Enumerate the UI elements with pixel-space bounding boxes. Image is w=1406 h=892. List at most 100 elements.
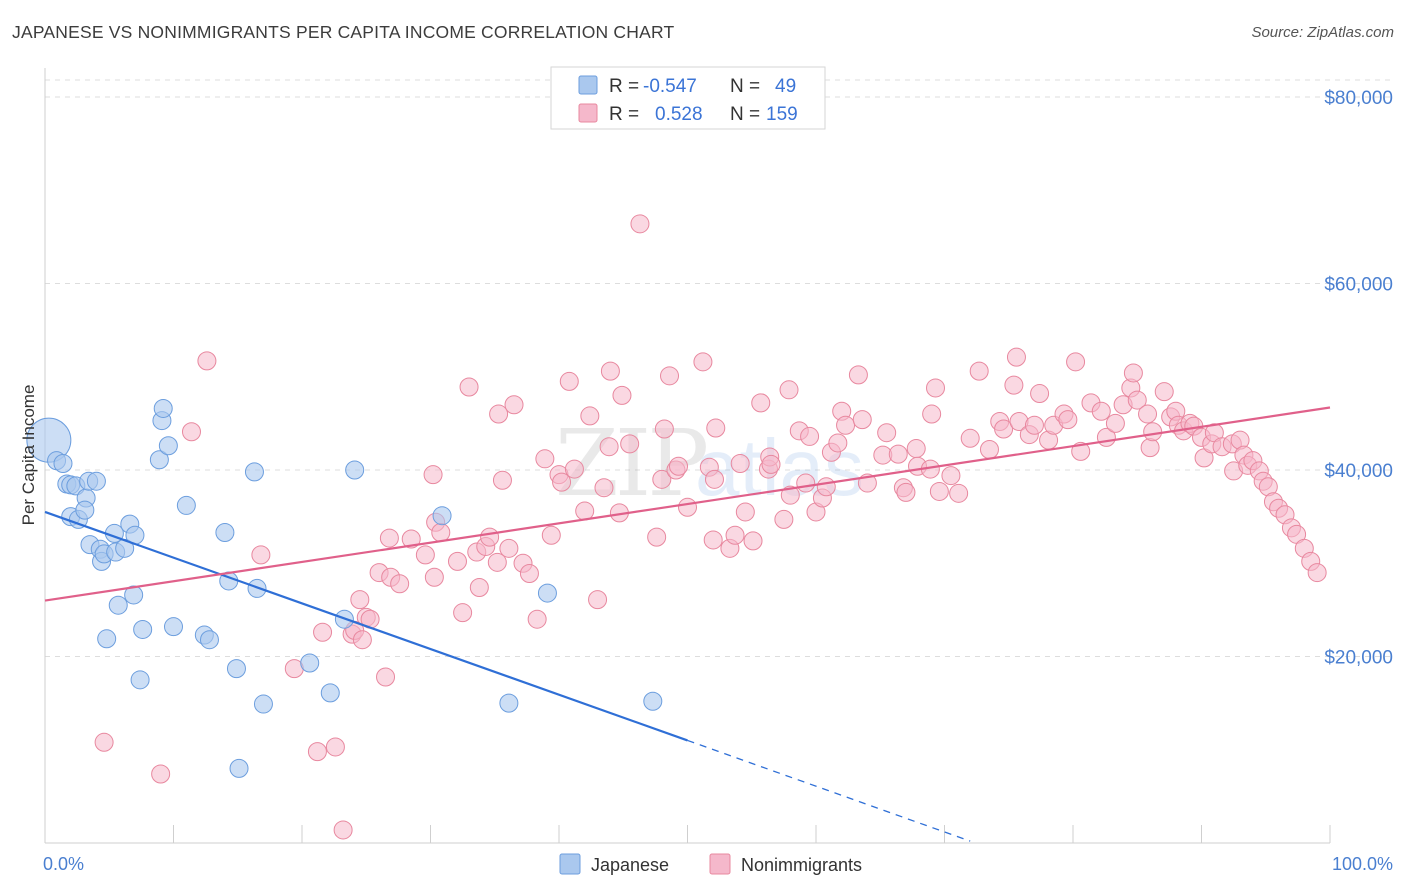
- bottom-legend-swatch-japanese: [559, 853, 581, 875]
- tick-labels: $20,000 $40,000 $60,000 $80,000 0.0% 100.0%: [43, 88, 1393, 874]
- point-nonimmigrants-34: [487, 552, 507, 572]
- point-nonimmigrants-2: [181, 422, 201, 442]
- point-nonimmigrants-35: [489, 404, 509, 424]
- point-nonimmigrants-14: [352, 630, 372, 650]
- point-nonimmigrants-68: [706, 418, 726, 438]
- point-nonimmigrants-90: [836, 415, 856, 435]
- point-nonimmigrants-51: [594, 478, 614, 498]
- point-nonimmigrants-28: [453, 603, 473, 623]
- point-nonimmigrants-98: [896, 482, 916, 502]
- point-japanese-47: [643, 691, 663, 711]
- point-japanese-30: [164, 617, 183, 637]
- point-nonimmigrants-71: [730, 453, 750, 473]
- point-nonimmigrants-92: [852, 410, 872, 430]
- point-japanese-36: [226, 659, 246, 679]
- source-attribution: Source: ZipAtlas.com: [1251, 24, 1394, 41]
- point-nonimmigrants-134: [1154, 382, 1174, 402]
- bottom-legend-label-nonimmigrants: Nonimmigrants: [741, 855, 862, 875]
- x-tick-label-0: 0.0%: [43, 854, 84, 874]
- point-nonimmigrants-163: [1006, 347, 1026, 367]
- point-japanese-34: [215, 522, 235, 542]
- point-nonimmigrants-43: [541, 525, 561, 545]
- point-japanese-48: [345, 460, 365, 480]
- point-nonimmigrants-64: [678, 497, 697, 517]
- point-nonimmigrants-26: [431, 522, 451, 542]
- point-nonimmigrants-120: [1058, 410, 1078, 430]
- point-nonimmigrants-63: [669, 456, 689, 476]
- legend-nonimm-n-label: N =: [730, 104, 760, 125]
- point-nonimmigrants-115: [1024, 415, 1044, 435]
- point-nonimmigrants-67: [704, 469, 724, 489]
- point-nonimmigrants-18: [379, 528, 399, 548]
- point-nonimmigrants-49: [580, 406, 600, 426]
- legend-swatch-nonimmigrants: [578, 103, 598, 123]
- point-nonimmigrants-40: [519, 564, 539, 584]
- point-nonimmigrants-23: [423, 465, 443, 485]
- point-nonimmigrants-52: [599, 437, 619, 457]
- point-japanese-22: [108, 595, 128, 615]
- legend-nonimm-n-value: 159: [766, 104, 798, 125]
- point-nonimmigrants-107: [960, 428, 980, 448]
- point-japanese-46: [537, 583, 557, 603]
- point-nonimmigrants-106: [949, 483, 969, 503]
- y-tick-label-3: $80,000: [1324, 88, 1393, 109]
- point-nonimmigrants-55: [612, 385, 632, 405]
- bottom-legend-label-japanese: Japanese: [591, 855, 669, 875]
- point-nonimmigrants-130: [1127, 390, 1147, 410]
- point-japanese-37: [229, 758, 249, 778]
- point-nonimmigrants-29: [459, 377, 479, 397]
- point-japanese-21: [97, 629, 117, 649]
- point-japanese-33: [199, 630, 219, 650]
- series-nonimmigrants: [94, 214, 1327, 840]
- point-nonimmigrants-20: [390, 574, 410, 594]
- point-nonimmigrants-91: [848, 365, 868, 385]
- point-nonimmigrants-53: [600, 361, 620, 381]
- point-nonimmigrants-47: [564, 459, 584, 479]
- point-nonimmigrants-164: [703, 530, 723, 550]
- point-nonimmigrants-74: [751, 393, 771, 413]
- point-nonimmigrants-59: [652, 469, 672, 489]
- point-japanese-24: [133, 619, 153, 639]
- point-japanese-40: [253, 694, 273, 714]
- legend-japanese-r-value: -0.547: [643, 76, 697, 97]
- point-japanese-38: [244, 462, 264, 482]
- point-japanese-25: [130, 670, 150, 690]
- point-nonimmigrants-99: [906, 439, 926, 459]
- point-japanese-28: [153, 398, 173, 418]
- point-nonimmigrants-122: [1071, 441, 1091, 461]
- point-japanese-45: [499, 693, 519, 713]
- point-nonimmigrants-65: [693, 352, 713, 372]
- point-japanese-31: [176, 495, 196, 515]
- point-nonimmigrants-86: [816, 477, 836, 497]
- point-nonimmigrants-48: [575, 501, 595, 521]
- point-nonimmigrants-0: [94, 732, 114, 752]
- point-nonimmigrants-133: [1143, 422, 1163, 442]
- chart-title: JAPANESE VS NONIMMIGRANTS PER CAPITA INC…: [12, 22, 675, 42]
- point-japanese-23: [124, 585, 144, 605]
- point-nonimmigrants-83: [800, 426, 820, 446]
- point-nonimmigrants-131: [1138, 404, 1158, 424]
- point-nonimmigrants-46: [559, 371, 579, 391]
- point-nonimmigrants-70: [725, 525, 745, 545]
- legend-swatch-japanese: [578, 75, 598, 95]
- trendlines: [44, 406, 1331, 842]
- stats-legend: R = -0.547 N = 49 R = 0.528 N = 159: [550, 66, 826, 130]
- point-nonimmigrants-105: [941, 466, 961, 486]
- y-tick-label-1: $40,000: [1324, 461, 1393, 482]
- point-nonimmigrants-58: [647, 527, 667, 547]
- point-nonimmigrants-42: [535, 449, 555, 469]
- point-nonimmigrants-102: [922, 404, 942, 424]
- point-nonimmigrants-45: [552, 472, 572, 492]
- point-nonimmigrants-41: [527, 609, 547, 629]
- point-nonimmigrants-73: [743, 531, 763, 551]
- y-tick-label-2: $60,000: [1324, 275, 1393, 296]
- y-tick-label-0: $20,000: [1324, 648, 1393, 669]
- point-nonimmigrants-82: [796, 473, 816, 493]
- point-nonimmigrants-38: [504, 395, 524, 415]
- series-japanese: [26, 398, 663, 778]
- point-nonimmigrants-132: [1140, 438, 1160, 458]
- point-nonimmigrants-124: [1091, 401, 1111, 421]
- point-nonimmigrants-9: [333, 820, 353, 840]
- legend-japanese-n-label: N =: [730, 76, 760, 97]
- point-nonimmigrants-112: [1004, 375, 1024, 395]
